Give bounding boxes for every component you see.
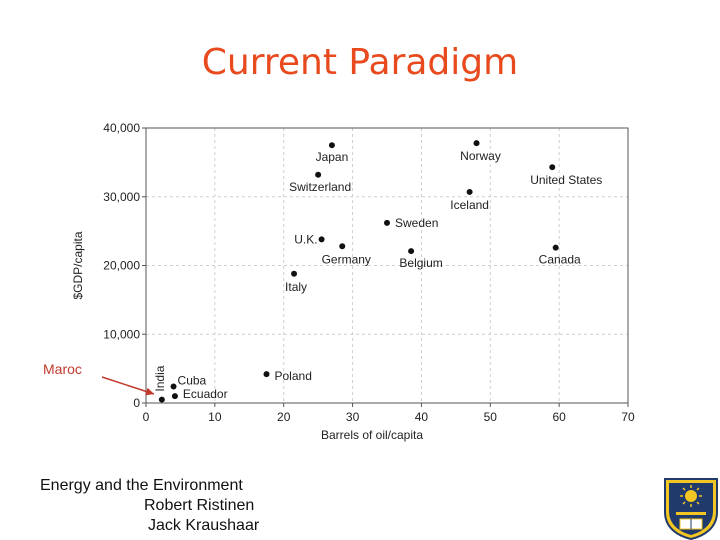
data-point [291,270,298,277]
point-label: India [153,365,167,391]
y-tick-label: 20,000 [103,259,140,273]
x-tick-label: 60 [552,410,566,424]
data-point [315,171,322,178]
data-point [466,188,473,195]
point-label: Poland [275,369,312,383]
x-tick-label: 70 [621,410,635,424]
x-tick-label: 0 [143,410,150,424]
point-label: Sweden [395,216,438,230]
point-label: United States [530,173,602,187]
y-tick-label: 30,000 [103,190,140,204]
x-tick-label: 40 [415,410,429,424]
data-point [170,383,177,390]
x-tick-label: 20 [277,410,291,424]
footer-line-title: Energy and the Environment [40,477,243,494]
point-label: Switzerland [289,180,351,194]
point-label: U.K. [294,232,317,246]
callout-arrow [101,376,155,395]
data-point [549,164,556,171]
data-point [473,140,480,147]
x-axis-label: Barrels of oil/capita [321,428,423,442]
x-tick-label: 10 [208,410,222,424]
point-label: Belgium [399,256,442,270]
point-label: Canada [539,253,581,267]
point-label: Germany [322,252,371,266]
data-point [552,244,559,251]
data-point [339,243,346,250]
point-label: Japan [316,150,349,164]
footer-credits: Energy and the Environment Robert Ristin… [40,476,280,536]
data-point [384,219,390,226]
data-point [318,236,325,243]
footer-line-author-1: Robert Ristinen [144,497,255,514]
data-point [171,393,178,400]
point-label: Iceland [450,198,489,212]
footer-line-author-2: Jack Kraushaar [148,517,260,534]
data-point [158,396,165,403]
point-label: Ecuador [183,387,228,401]
university-seal-icon [664,478,718,540]
y-tick-label: 40,000 [103,121,140,135]
x-tick-label: 50 [484,410,498,424]
callout-arrowhead-icon [145,387,154,396]
data-point [328,142,335,149]
maroc-callout-label: Maroc [43,361,82,377]
point-label: Cuba [178,374,207,388]
x-tick-label: 30 [346,410,360,424]
slide-title: Current Paradigm [201,42,519,83]
data-point [408,248,415,255]
y-tick-label: 0 [133,396,140,410]
y-tick-label: 10,000 [103,327,140,341]
y-axis-label: $GDP/capita [71,231,85,299]
data-point [263,371,270,378]
point-label: Norway [460,149,501,163]
point-label: Italy [285,280,307,294]
